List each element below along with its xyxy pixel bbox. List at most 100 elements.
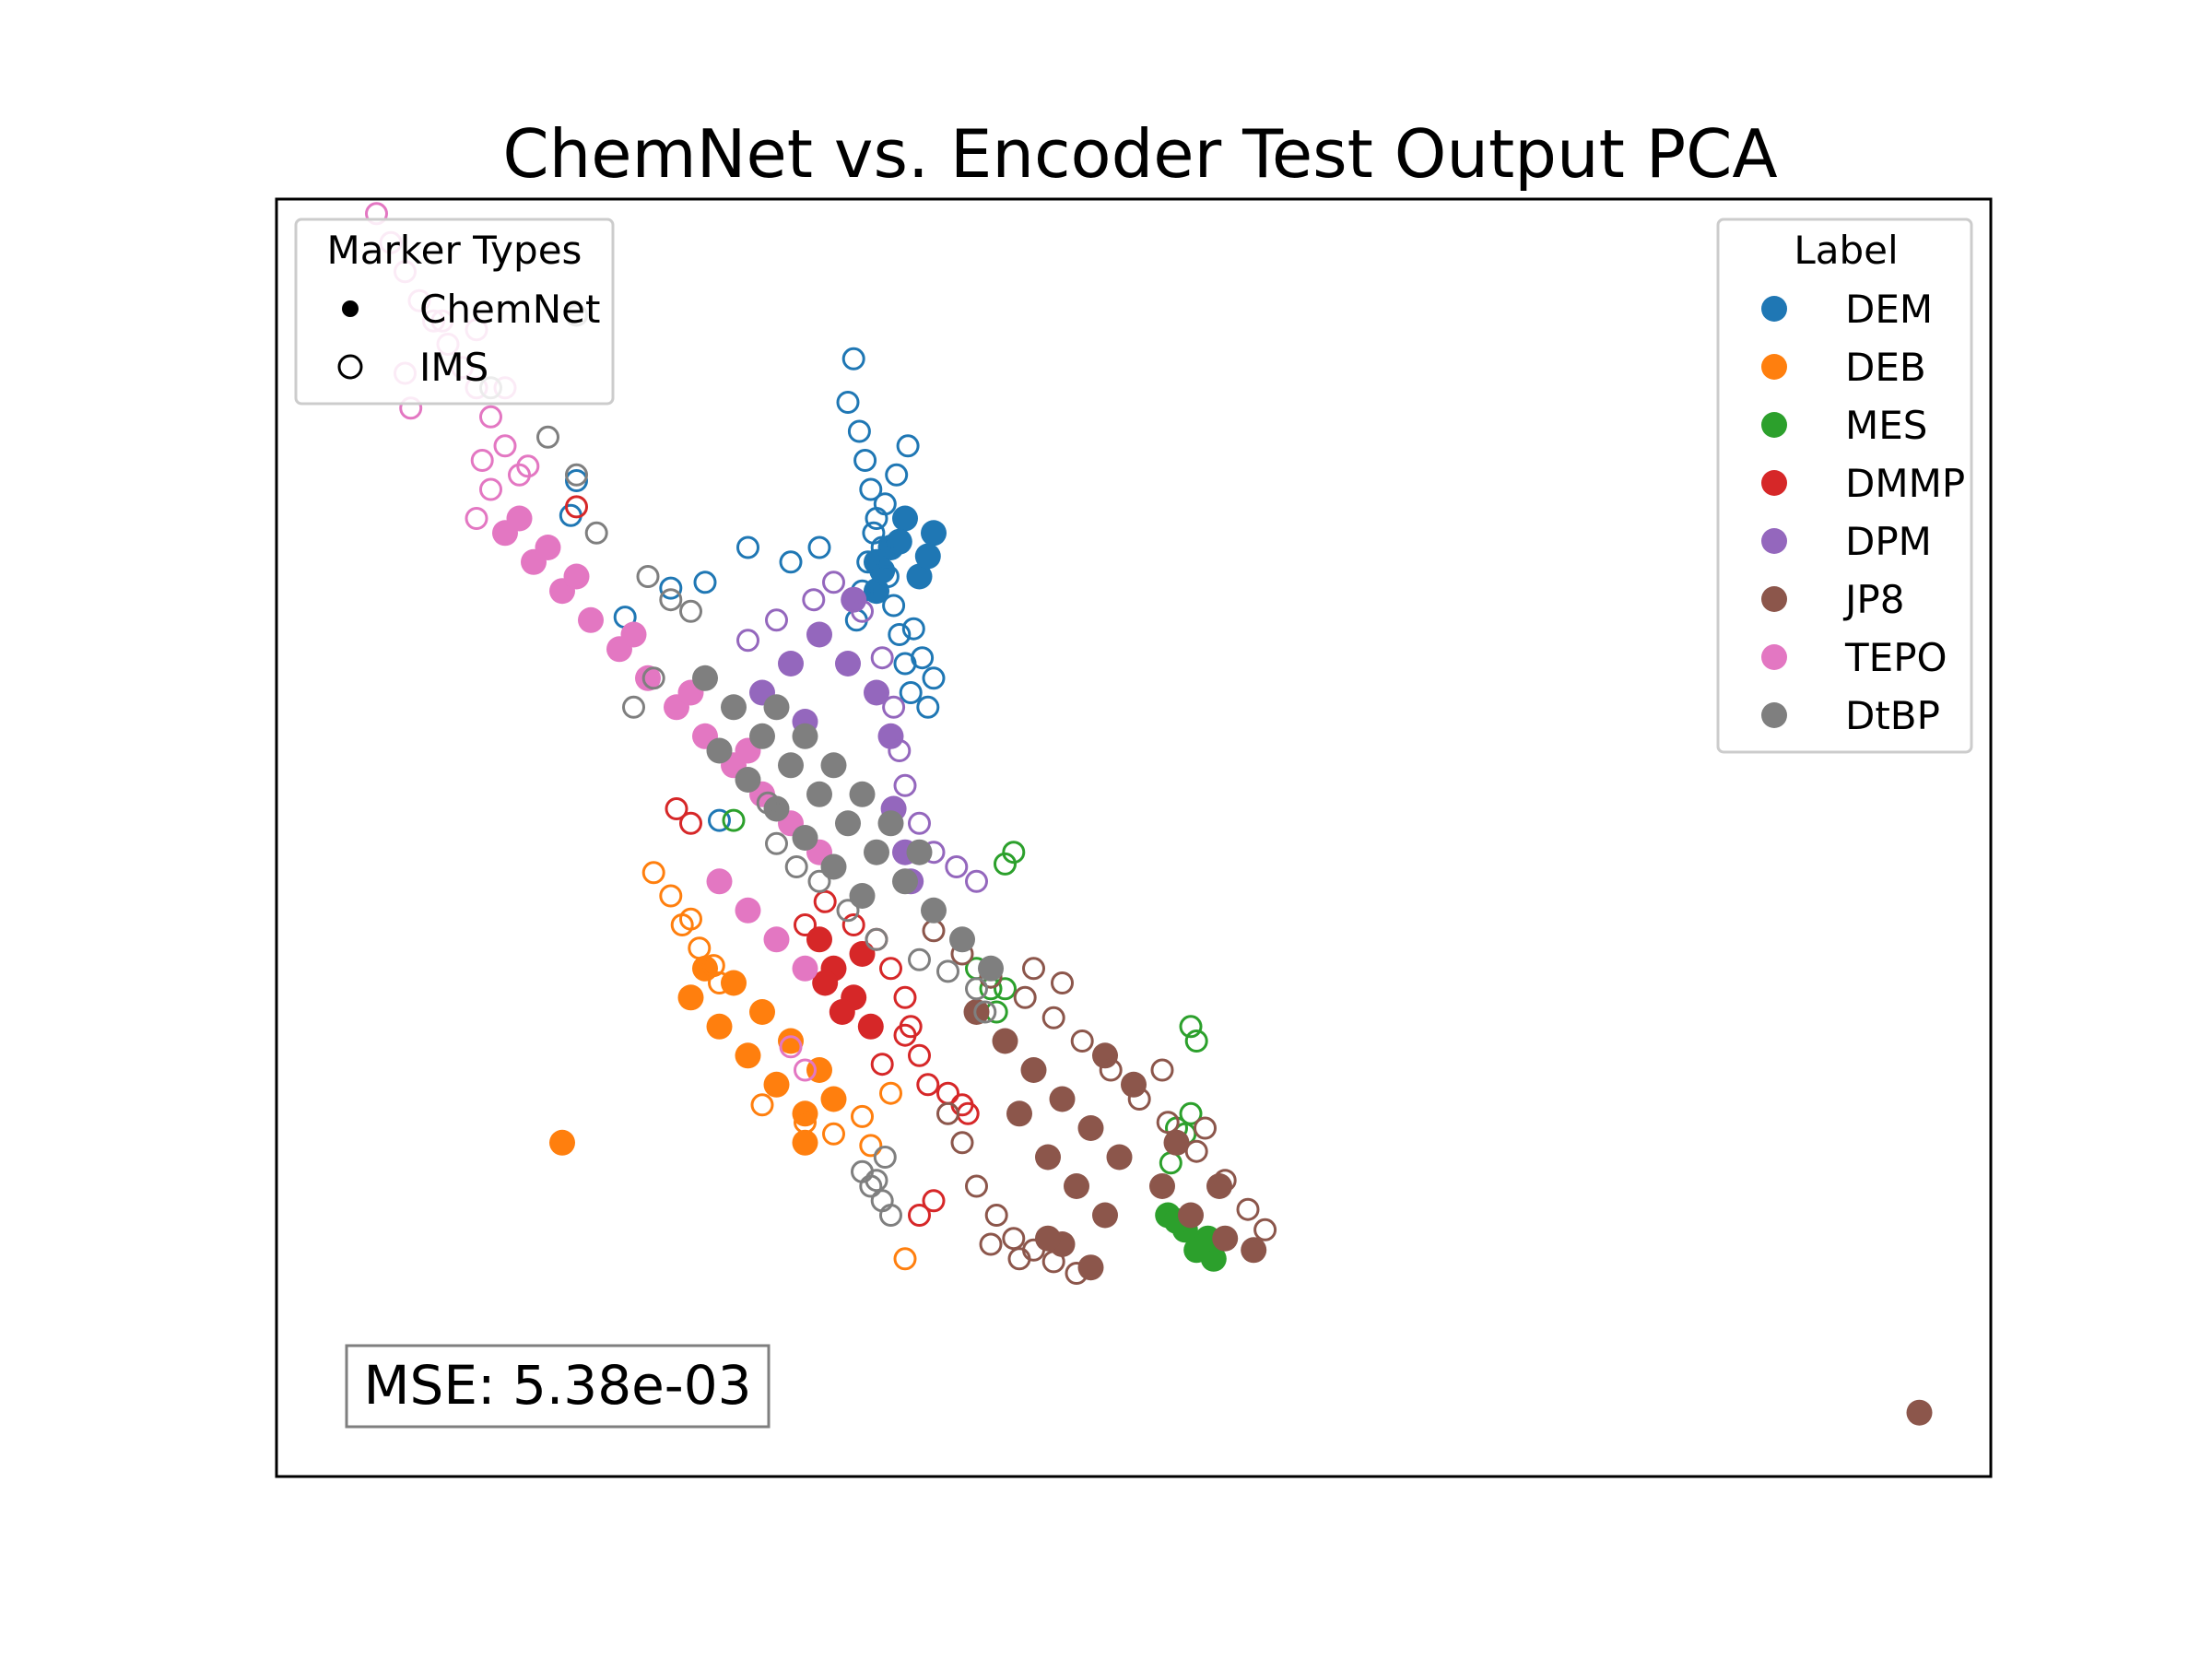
ims-point-dpm [870, 646, 894, 670]
chemnet-point-dtbp [820, 752, 847, 779]
ims-point-jp8 [1194, 1116, 1217, 1140]
chemnet-point-jp8 [1206, 1173, 1232, 1199]
ims-point-dem [859, 477, 883, 501]
ims-point-dmmp [813, 889, 837, 913]
chemnet-point-dem [921, 520, 947, 547]
chemnet-point-dpm [841, 586, 867, 613]
chemnet-point-dtbp [849, 781, 876, 807]
mse-annotation-text: MSE: 5.38e-03 [363, 1354, 751, 1417]
ims-point-mes [1179, 1101, 1203, 1125]
ims-point-dtbp [836, 899, 860, 923]
chemnet-point-deb [820, 1086, 847, 1112]
ims-point-dem [693, 571, 717, 594]
chemnet-point-dmmp [812, 970, 839, 996]
filled-circle-marker-icon [342, 300, 359, 317]
ims-point-dmmp [908, 1204, 931, 1227]
ims-point-deb [750, 1093, 774, 1117]
chemnet-point-tepo [735, 897, 761, 924]
ims-point-dtbp [641, 666, 665, 690]
chemnet-point-dmmp [849, 941, 876, 967]
ims-point-mes [1179, 1015, 1203, 1039]
marker-legend-chemnet: ChemNet [419, 287, 600, 332]
chemnet-point-jp8 [1092, 1042, 1118, 1069]
chemnet-point-jp8 [992, 1028, 1018, 1054]
chemnet-point-dtbp [792, 825, 818, 851]
ims-point-dtbp [859, 1174, 883, 1198]
ims-point-jp8 [1013, 985, 1037, 1009]
legend-label-dmmp: DMMP [1845, 461, 1965, 506]
ims-point-dem [911, 646, 935, 670]
label-legend-frame [1716, 218, 1973, 754]
ims-point-jp8 [1099, 1058, 1123, 1082]
chemnet-point-deb [735, 1042, 761, 1069]
ims-point-mes [1184, 1030, 1208, 1053]
legend-marker-dpm [1761, 528, 1787, 554]
scatter-points [365, 202, 1933, 1426]
ims-point-dem [876, 565, 900, 588]
chemnet-point-jp8 [1149, 1173, 1175, 1199]
legend-label-deb: DEB [1845, 345, 1926, 390]
label-legend-title: Label [1794, 228, 1898, 273]
ims-point-dtbp [807, 869, 831, 893]
ims-point-jp8 [1041, 1006, 1065, 1030]
ims-point-dem [901, 617, 925, 641]
chemnet-point-jp8 [1092, 1202, 1118, 1229]
ims-point-dem [565, 469, 588, 492]
chemnet-point-jp8 [1049, 1086, 1076, 1112]
ims-point-dtbp [879, 1204, 902, 1227]
chemnet-point-deb [792, 1100, 818, 1127]
ims-point-dpm [965, 869, 988, 893]
chemnet-point-dpm [806, 621, 832, 648]
chemnet-point-tepo [535, 535, 561, 560]
ims-point-jp8 [1156, 1111, 1180, 1135]
chemnet-point-jp8 [1178, 1202, 1204, 1229]
chemnet-point-dem [906, 563, 933, 590]
legend-label-dtbp: DtBP [1845, 693, 1940, 738]
plot-area [275, 197, 1993, 1478]
chemnet-point-dtbp [706, 737, 733, 764]
ims-point-dem [888, 623, 912, 646]
ims-point-mes [722, 808, 746, 832]
chemnet-point-tepo [620, 621, 647, 648]
ims-point-dmmp [916, 1073, 940, 1097]
chemnet-point-jp8 [1241, 1237, 1267, 1264]
chemnet-point-dtbp [849, 883, 876, 909]
chemnet-point-deb [778, 1028, 804, 1054]
chemnet-point-jp8 [1035, 1225, 1061, 1252]
ims-point-dem [847, 419, 871, 443]
chemnet-point-dtbp [949, 926, 975, 953]
ims-point-dmmp [841, 913, 865, 936]
ims-point-jp8 [1184, 1139, 1208, 1163]
ims-point-dtbp [659, 588, 683, 612]
chemnet-point-deb [749, 999, 775, 1025]
ims-point-jp8 [1041, 1250, 1065, 1274]
ims-point-dpm [851, 599, 874, 623]
chemnet-point-dtbp [892, 868, 918, 895]
legend-label-dpm: DPM [1845, 519, 1932, 564]
ims-point-dmmp [679, 811, 702, 835]
ims-point-deb [659, 884, 683, 908]
ims-point-jp8 [1007, 1247, 1031, 1271]
ims-point-dem [885, 463, 909, 487]
chemnet-point-dtbp [806, 781, 832, 807]
legend-label-jp8: JP8 [1842, 577, 1904, 622]
chemnet-point-jp8 [1064, 1173, 1089, 1199]
chemnet-point-dtbp [721, 694, 747, 721]
ims-point-dem [779, 550, 803, 574]
ims-point-tepo [794, 1058, 817, 1082]
ims-point-jp8 [1150, 1058, 1174, 1082]
chemnet-point-tepo [792, 955, 818, 982]
ims-point-jp8 [950, 1131, 974, 1155]
chemnet-point-tepo [706, 868, 733, 895]
chemnet-point-dtbp [692, 665, 718, 691]
ims-point-jp8 [1213, 1169, 1237, 1193]
ims-point-dem [899, 681, 923, 704]
open-circle-marker-icon [337, 354, 363, 380]
marker-legend-frame [294, 218, 615, 406]
mse-annotation-box [345, 1344, 771, 1429]
ims-point-jp8 [1127, 1088, 1151, 1111]
ims-point-jp8 [1002, 1227, 1026, 1251]
ims-point-dtbp [679, 599, 702, 623]
ims-point-jp8 [1022, 957, 1045, 981]
